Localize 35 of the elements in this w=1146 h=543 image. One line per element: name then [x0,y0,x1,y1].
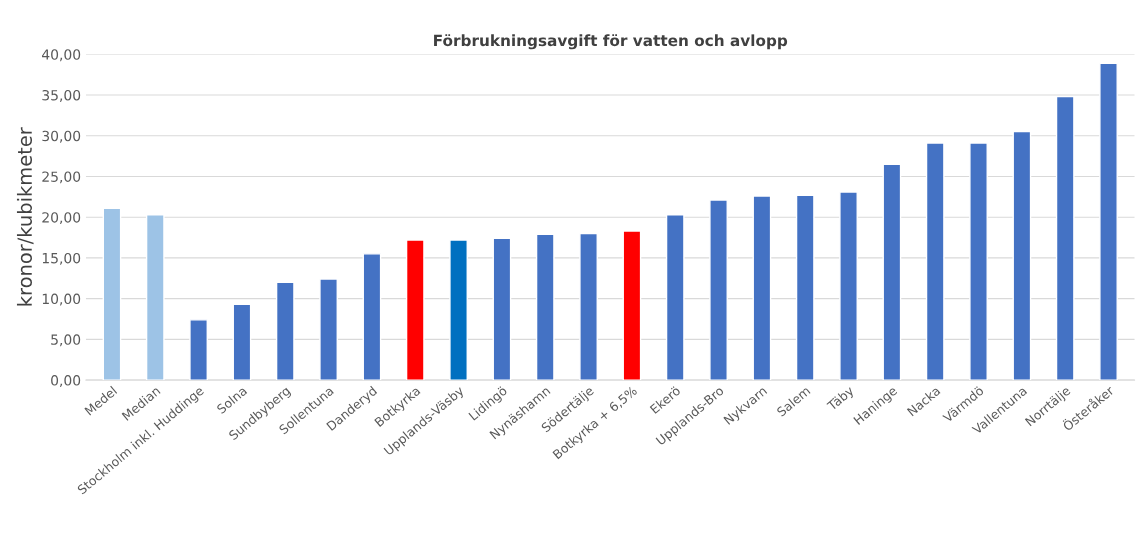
y-tick-label: 35,00 [42,89,81,102]
bar [969,142,988,381]
bar [795,194,815,381]
bar [1099,62,1118,381]
y-tick-label: 0,00 [51,375,81,387]
bar [362,253,382,381]
y-tick-label: 40,00 [42,49,81,62]
bar [665,214,685,381]
bar [492,237,512,381]
bar [839,191,858,381]
y-tick-label: 20,00 [42,212,81,225]
bar [189,319,208,381]
y-tick-label: 10,00 [42,293,81,306]
bar [405,239,425,381]
bar [752,195,772,381]
y-tick-label: 5,00 [51,334,81,347]
bar [882,163,902,381]
bar [232,303,252,381]
bar [145,214,165,381]
bar [102,207,122,381]
chart-title: Förbrukningsavgift för vatten och avlopp [434,34,788,50]
bar [579,232,598,381]
bar [449,239,468,381]
bar [709,199,728,381]
y-tick-label: 30,00 [42,130,81,143]
bar [1012,130,1032,381]
bar [622,230,642,381]
bar [319,278,338,381]
bar [535,233,555,381]
bar [1055,95,1075,381]
y-tick-label: 25,00 [42,171,81,184]
bar [925,142,945,381]
y-axis-title: kronor/kubikmeter [16,127,34,306]
y-tick-label: 15,00 [42,252,81,265]
bar [275,281,295,381]
